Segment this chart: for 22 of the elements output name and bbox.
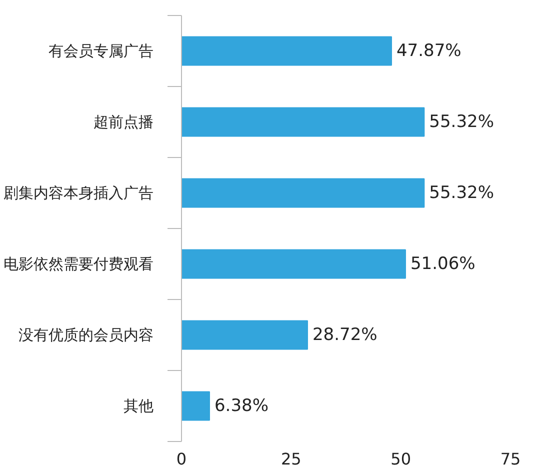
bar (182, 249, 406, 279)
bar (182, 391, 210, 421)
bar (182, 320, 308, 350)
y-tick-label: 剧集内容本身插入广告 (4, 184, 154, 202)
x-tick-label: 25 (280, 450, 302, 467)
x-tick-label: 50 (390, 450, 412, 467)
bar (182, 107, 425, 137)
y-tick-label: 电影依然需要付费观看 (4, 255, 154, 273)
bar (182, 178, 425, 208)
y-tick-label: 其他 (124, 397, 154, 415)
data-label: 6.38% (214, 396, 269, 416)
data-label: 47.87% (396, 41, 462, 61)
y-tick-label: 有会员专属广告 (48, 42, 154, 60)
data-label: 55.32% (429, 112, 494, 132)
bar (182, 36, 392, 66)
data-label: 55.32% (429, 183, 494, 203)
y-tick-label: 没有优质的会员内容 (18, 326, 154, 344)
data-label: 51.06% (410, 254, 476, 274)
x-tick-label: 0 (176, 450, 187, 467)
data-label: 28.72% (312, 325, 378, 345)
y-tick-label: 超前点播 (94, 113, 154, 131)
x-tick-label: 75 (500, 450, 521, 467)
